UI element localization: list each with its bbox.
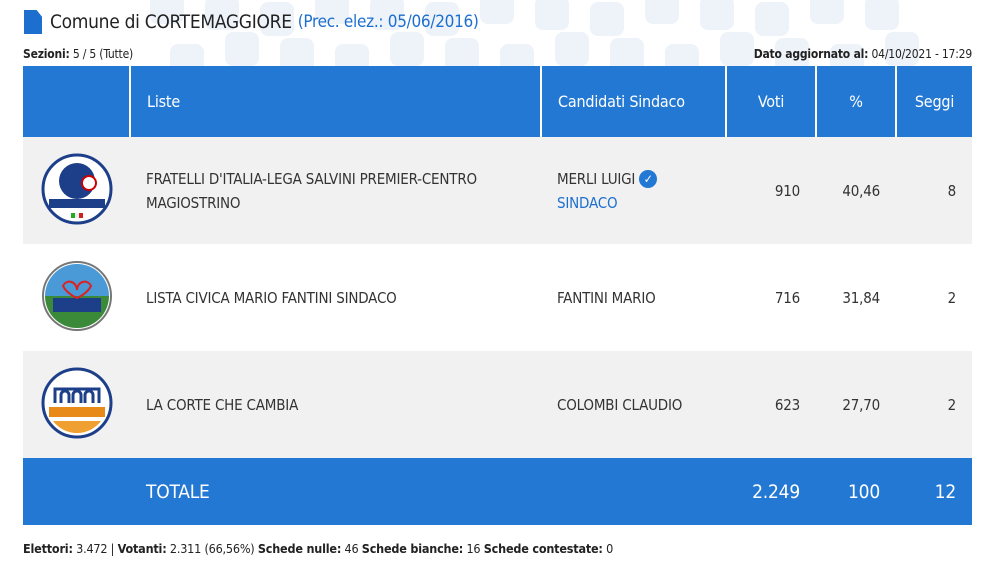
pattern-tile — [390, 32, 424, 66]
percentage: 31,84 — [842, 288, 880, 307]
pattern-tile — [885, 32, 919, 66]
updated-label: Dato aggiornato al: — [753, 47, 869, 61]
pattern-tile — [810, 0, 844, 24]
pattern-tile — [225, 32, 259, 66]
candidate-name: COLOMBI CLAUDIO — [541, 351, 726, 458]
table-row: LISTA CIVICA MARIO FANTINI SINDACO FANTI… — [23, 244, 972, 351]
elettori-value: 3.472 — [76, 541, 108, 556]
bianche-value: 16 — [466, 541, 481, 556]
pattern-tile — [370, 0, 404, 30]
seats: 2 — [947, 288, 957, 307]
pattern-tile — [700, 0, 734, 30]
total-logo-cell — [23, 458, 130, 525]
pattern-tile — [425, 2, 459, 36]
pattern-tile — [555, 32, 589, 66]
seats: 2 — [896, 351, 972, 458]
votes: 716 — [774, 288, 800, 307]
pattern-tile — [150, 0, 184, 24]
col-perc: % — [815, 66, 896, 137]
turnout-summary: Elettori: 3.472 | Votanti: 2.311 (66,56%… — [23, 541, 614, 556]
page-title: Comune di CORTEMAGGIORE (Prec. elez.: 05… — [24, 10, 479, 34]
updated-info: Dato aggiornato al: 04/10/2021 - 17:29 — [754, 47, 972, 61]
total-empty — [541, 458, 726, 525]
bianche-label: Schede bianche: — [361, 541, 464, 556]
contestate-label: Schede contestate: — [483, 541, 603, 556]
total-seats: 12 — [896, 458, 972, 525]
pattern-tile — [480, 0, 514, 24]
pattern-tile — [535, 0, 569, 30]
pattern-tile — [590, 2, 624, 36]
table-row: FRATELLI D'ITALIA-LEGA SALVINI PREMIER-C… — [23, 137, 972, 244]
list-logo — [23, 137, 130, 244]
contestate-value: 0 — [606, 541, 614, 556]
col-logo — [23, 66, 130, 137]
candidate-name: MERLI LUIGI — [557, 169, 636, 188]
pattern-tile — [260, 2, 294, 36]
votes: 623 — [726, 351, 816, 458]
list-logo — [23, 351, 130, 458]
pattern-tile — [645, 0, 679, 24]
candidate-cell: MERLI LUIGI ✓ SINDACO — [541, 137, 726, 244]
list-name: FRATELLI D'ITALIA-LEGA SALVINI PREMIER-C… — [130, 137, 541, 244]
votes: 910 — [726, 137, 816, 244]
nulle-value: 46 — [344, 541, 359, 556]
elected-label: SINDACO — [557, 193, 618, 212]
col-liste: Liste — [129, 66, 541, 137]
pattern-tile — [205, 0, 239, 30]
total-votes: 2.249 — [726, 458, 816, 525]
sezioni-value: 5 / 5 (Tutte) — [72, 47, 134, 61]
col-seggi: Seggi — [895, 66, 972, 137]
total-percentage: 100 — [816, 458, 896, 525]
list-name: LISTA CIVICA MARIO FANTINI SINDACO — [146, 288, 397, 307]
municipality-name: Comune di CORTEMAGGIORE — [50, 11, 292, 33]
pattern-tile — [315, 0, 349, 24]
check-icon: ✓ — [639, 170, 658, 188]
percentage: 40,46 — [816, 137, 896, 244]
total-label: TOTALE — [130, 458, 541, 525]
total-row: TOTALE 2.249 100 12 — [23, 458, 972, 525]
pattern-tile — [865, 0, 899, 30]
elettori-label: Elettori: — [23, 541, 73, 556]
votanti-value: 2.311 (66,56%) — [169, 541, 255, 556]
previous-election-link[interactable]: (Prec. elez.: 05/06/2016) — [297, 12, 479, 32]
seats: 8 — [896, 137, 972, 244]
col-voti: Voti — [725, 66, 816, 137]
percentage: 27,70 — [816, 351, 896, 458]
candidate-name: FANTINI MARIO — [557, 288, 656, 307]
table-header: Liste Candidati Sindaco Voti % Seggi — [23, 66, 972, 137]
document-icon — [24, 10, 42, 34]
votanti-label: Votanti: — [117, 541, 167, 556]
pattern-tile — [720, 32, 754, 66]
results-table: Liste Candidati Sindaco Voti % Seggi FRA… — [23, 66, 972, 525]
col-candidati: Candidati Sindaco — [540, 66, 726, 137]
nulle-label: Schede nulle: — [257, 541, 342, 556]
sezioni-info: Sezioni: 5 / 5 (Tutte) — [23, 47, 133, 61]
table-row: LA CORTE CHE CAMBIA COLOMBI CLAUDIO 623 … — [23, 351, 972, 458]
sezioni-label: Sezioni: — [23, 47, 70, 61]
pattern-tile — [755, 2, 789, 36]
list-logo — [23, 244, 130, 351]
updated-value: 04/10/2021 - 17:29 — [871, 47, 973, 61]
list-name: LA CORTE CHE CAMBIA — [130, 351, 541, 458]
